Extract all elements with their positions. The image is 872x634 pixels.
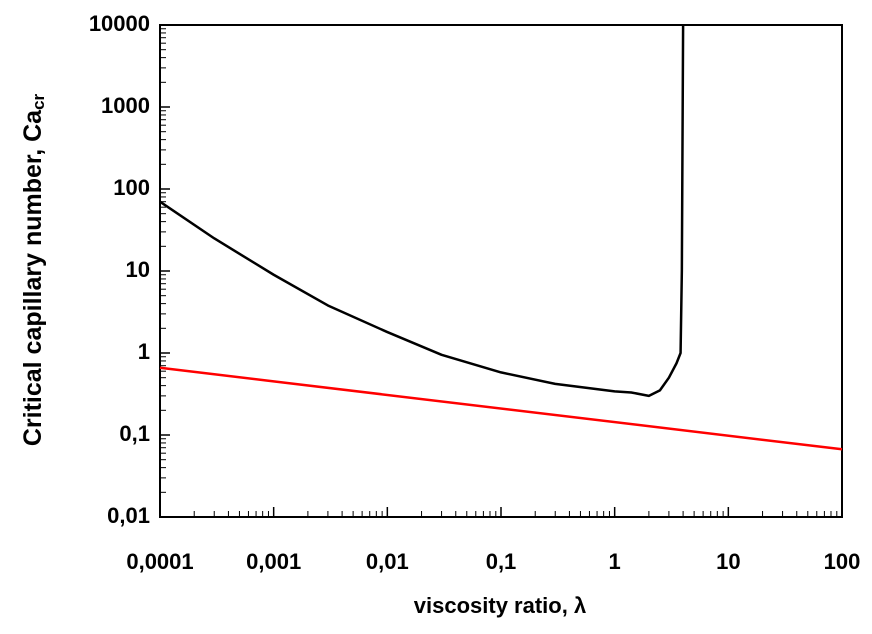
- data-line: [159, 24, 685, 398]
- data-line: [159, 366, 843, 451]
- x-tick-label: 1: [609, 549, 621, 574]
- x-tick-label: 0,001: [246, 549, 301, 574]
- y-tick-label: 10: [126, 257, 150, 282]
- plot-frame: [159, 24, 843, 518]
- y-tick-label: 0,01: [107, 503, 150, 528]
- x-tick-label: 0,1: [486, 549, 517, 574]
- x-tick-label: 10: [716, 549, 740, 574]
- x-axis-label: viscosity ratio, λ: [414, 593, 586, 618]
- y-axis-label-main: Critical capillary number, Ca: [19, 109, 47, 446]
- y-axis-label: Critical capillary number, Cacr: [19, 93, 49, 446]
- x-tick-label: 0,0001: [126, 549, 193, 574]
- y-tick-label: 10000: [89, 11, 150, 36]
- x-tick-label: 0,01: [366, 549, 409, 574]
- x-tick-label: 100: [824, 549, 861, 574]
- y-tick-label: 0,1: [119, 421, 150, 446]
- y-axis-label-subscript: cr: [29, 93, 48, 109]
- y-tick-label: 1: [138, 339, 150, 364]
- y-tick-label: 1000: [101, 93, 150, 118]
- y-tick-label: 100: [113, 175, 150, 200]
